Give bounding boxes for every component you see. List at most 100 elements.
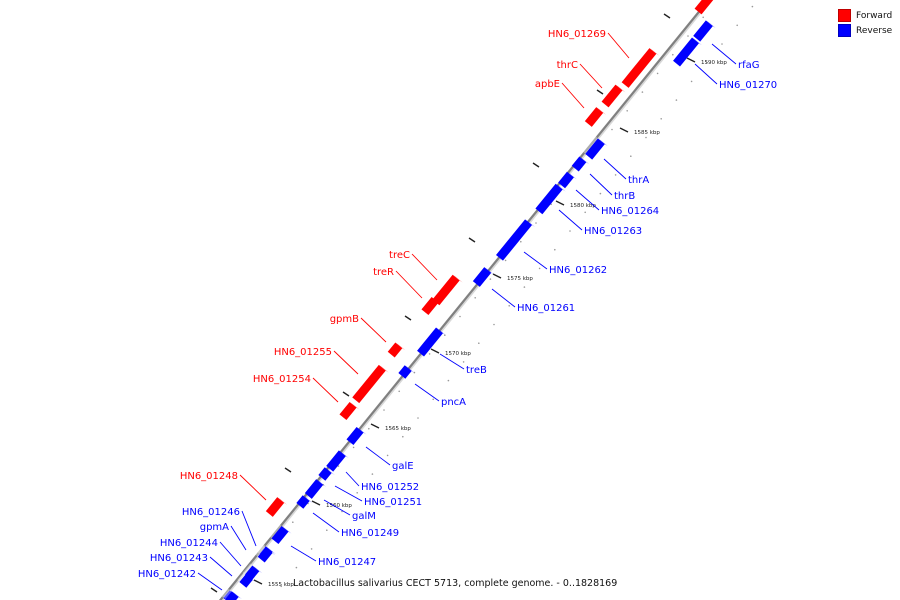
gene-block-hn6-01243-body — [239, 574, 253, 588]
gene-label-hn6-01243: HN6_01243 — [150, 553, 208, 564]
gene-block-gpmb-shine — [385, 340, 396, 352]
tick-label: 1565 kbp — [385, 426, 411, 432]
minor-tick — [630, 155, 632, 157]
minor-tick — [447, 379, 450, 382]
gene-block-hn6-01263 — [533, 181, 566, 215]
gene-block-galm-side — [316, 479, 327, 487]
minor-tick — [489, 278, 492, 280]
gene-label-hn6-01246: HN6_01246 — [182, 507, 240, 518]
gene-block-partial-bottom-body — [225, 591, 239, 600]
gene-label-thrb: thrB — [614, 191, 635, 202]
gene-block-hn6-01246-side — [265, 546, 276, 554]
gene-block-hn6-01264-body — [558, 171, 574, 189]
gene-label-treb: treB — [466, 365, 487, 376]
gene-leader-gpmb — [360, 317, 387, 343]
gene-leader-pnca — [414, 383, 440, 402]
tick-dash — [532, 162, 540, 168]
gene-label-hn6-01264: HN6_01264 — [601, 206, 659, 217]
minor-tick — [352, 446, 355, 449]
gene-block-hn6-01252-body — [326, 450, 346, 472]
tick-mark — [555, 200, 565, 206]
gene-block-thra — [583, 136, 608, 160]
gene-block-hn6-01262-body — [495, 219, 533, 261]
gene-block-hn6-01270-shine — [671, 35, 692, 61]
tick-dash — [210, 587, 218, 593]
minor-tick — [660, 118, 662, 120]
gene-block-galm — [302, 477, 327, 499]
gene-block-hn6-01247 — [269, 523, 292, 545]
gene-block-partial-bottom — [223, 589, 242, 600]
minor-tick — [721, 43, 723, 45]
gene-leader-hn6-01247 — [290, 545, 317, 562]
gene-block-hn6-01249-body — [296, 495, 310, 509]
gene-block-hn6-01270 — [671, 35, 702, 67]
minor-tick — [706, 61, 708, 64]
gene-block-hn6-01247-shine — [269, 523, 282, 539]
gene-label-hn6-01255: HN6_01255 — [274, 347, 332, 358]
minor-tick — [462, 361, 465, 363]
gene-block-hn6-01243 — [237, 572, 256, 588]
minor-tick — [508, 305, 511, 307]
gene-block-pnca-shine — [396, 363, 405, 374]
tick-dash — [468, 237, 476, 243]
gene-block-pnca-side — [404, 365, 415, 373]
gene-label-rfag: rfaG — [738, 60, 760, 71]
tick-mark — [492, 273, 502, 279]
gene-leader-hn6-01270 — [694, 63, 718, 85]
gene-leader-hn6-01261 — [491, 288, 516, 308]
gene-block-hn6-01263-body — [535, 183, 563, 215]
gene-block-hn6-01254-side — [349, 401, 360, 410]
gene-label-thra: thrA — [628, 175, 649, 186]
gene-label-hn6-01248: HN6_01248 — [180, 471, 238, 482]
minor-tick — [523, 286, 526, 288]
gene-block-hn6-01249-shine — [294, 493, 303, 504]
gene-leader-hn6-01262 — [523, 251, 548, 270]
gene-block-hn6-01246-shine — [257, 544, 266, 555]
gene-block-thrc-side — [615, 84, 626, 93]
gene-block-pnca — [396, 363, 415, 379]
gene-block-hn6-01264 — [556, 169, 577, 189]
minor-tick — [599, 192, 602, 195]
minor-tick — [432, 398, 435, 401]
gene-block-hn6-01251-side — [324, 467, 335, 475]
gene-block-treb-body — [417, 327, 443, 357]
genome-caption: Lactobacillus salivarius CECT 5713, comp… — [293, 578, 618, 589]
gene-block-hn6-01255 — [350, 362, 389, 404]
gene-block-hn6-01263-shine — [533, 181, 556, 209]
gene-block-trer-body — [421, 296, 439, 316]
minor-tick — [611, 128, 613, 131]
gene-block-hn6-01251-shine — [316, 465, 325, 476]
gene-block-treb-shine — [415, 325, 436, 351]
minor-tick — [569, 230, 571, 232]
tick-mark — [370, 423, 380, 429]
gene-label-hn6-01254: HN6_01254 — [253, 374, 311, 385]
gene-block-gpma — [255, 545, 276, 563]
gene-block-hn6-01255-shine — [350, 362, 379, 398]
gene-block-hn6-01244-side — [252, 565, 263, 574]
gene-block-gpma-body — [257, 547, 273, 563]
gene-block-trer-shine — [419, 294, 432, 310]
gene-block-hn6-01244-shine — [242, 563, 253, 575]
minor-tick — [444, 334, 446, 337]
gene-block-thra-body — [585, 138, 605, 160]
minor-tick — [280, 585, 283, 588]
gene-block-thra-side — [597, 138, 608, 147]
gene-label-apbe: apbE — [535, 79, 560, 90]
minor-tick — [554, 248, 556, 251]
tick-label: 1575 kbp — [507, 276, 533, 282]
minor-tick — [417, 417, 419, 419]
minor-tick — [520, 240, 522, 243]
gene-block-partial-bottom-shine — [223, 589, 232, 600]
minor-tick — [371, 473, 374, 475]
gene-block-hn6-01254-body — [339, 401, 357, 421]
gene-label-hn6-01251: HN6_01251 — [364, 497, 422, 508]
gene-block-hn6-01262-shine — [493, 217, 526, 255]
minor-tick — [751, 5, 754, 8]
minor-tick — [641, 91, 644, 93]
legend-label-forward: Forward — [856, 10, 893, 21]
tick-dash — [404, 315, 412, 321]
gene-leader-hn6-01251 — [334, 485, 363, 502]
gene-block-apbe-body — [584, 107, 604, 127]
gene-block-hn6-01269-shine — [619, 46, 650, 83]
gene-label-hn6-01247: HN6_01247 — [318, 557, 376, 568]
